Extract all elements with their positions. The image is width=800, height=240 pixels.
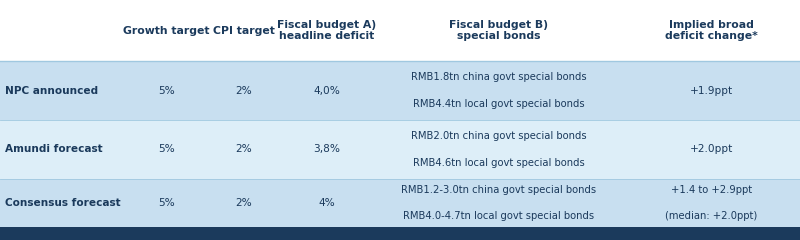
Text: +2.0ppt: +2.0ppt (690, 144, 733, 154)
Text: 4%: 4% (318, 198, 335, 208)
Text: 5%: 5% (158, 144, 174, 154)
Text: Fiscal budget B)
special bonds: Fiscal budget B) special bonds (449, 20, 548, 41)
Text: RMB1.2-3.0tn china govt special bonds: RMB1.2-3.0tn china govt special bonds (401, 185, 596, 195)
Text: 2%: 2% (236, 86, 252, 96)
Text: +1.9ppt: +1.9ppt (690, 86, 733, 96)
Text: +1.4 to +2.9ppt: +1.4 to +2.9ppt (670, 185, 752, 195)
Text: (median: +2.0ppt): (median: +2.0ppt) (665, 211, 758, 221)
Text: RMB2.0tn china govt special bonds: RMB2.0tn china govt special bonds (410, 131, 586, 141)
Text: Implied broad
deficit change*: Implied broad deficit change* (665, 20, 758, 41)
Text: Consensus forecast: Consensus forecast (5, 198, 121, 208)
Text: 5%: 5% (158, 198, 174, 208)
Text: Growth target: Growth target (123, 26, 210, 36)
Text: Amundi forecast: Amundi forecast (5, 144, 102, 154)
Text: NPC announced: NPC announced (5, 86, 98, 96)
Text: 3,8%: 3,8% (314, 144, 340, 154)
Bar (0, 61, 800, 120)
Bar (0, 179, 800, 227)
Bar (0, 227, 800, 240)
Text: 5%: 5% (158, 86, 174, 96)
Text: CPI target: CPI target (213, 26, 275, 36)
Text: 2%: 2% (236, 144, 252, 154)
Text: 2%: 2% (236, 198, 252, 208)
Text: RMB4.0-4.7tn local govt special bonds: RMB4.0-4.7tn local govt special bonds (403, 211, 594, 221)
Text: RMB4.4tn local govt special bonds: RMB4.4tn local govt special bonds (413, 99, 584, 109)
Text: Fiscal budget A)
headline deficit: Fiscal budget A) headline deficit (278, 20, 376, 41)
Text: 4,0%: 4,0% (314, 86, 340, 96)
Text: RMB4.6tn local govt special bonds: RMB4.6tn local govt special bonds (413, 158, 584, 168)
Bar (0, 120, 800, 179)
Text: RMB1.8tn china govt special bonds: RMB1.8tn china govt special bonds (410, 72, 586, 82)
